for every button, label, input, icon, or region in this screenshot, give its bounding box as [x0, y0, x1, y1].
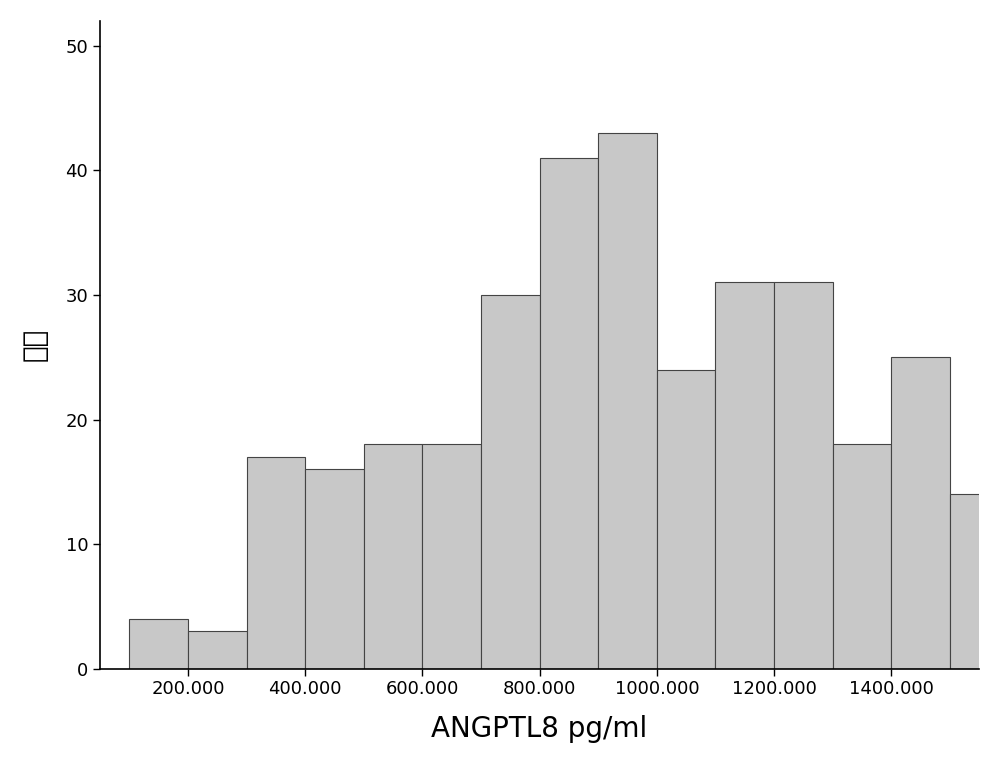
Bar [774, 283, 833, 668]
Bar [891, 358, 950, 668]
Bar [715, 283, 774, 668]
Bar [422, 445, 481, 668]
Bar [129, 619, 188, 668]
Bar [950, 494, 1000, 668]
Bar [305, 469, 364, 668]
X-axis label: ANGPTL8 pg/ml: ANGPTL8 pg/ml [431, 715, 648, 743]
Bar [833, 445, 891, 668]
Bar [364, 445, 422, 668]
Bar [188, 631, 247, 668]
Bar [657, 370, 715, 668]
Bar [540, 158, 598, 668]
Bar [481, 295, 540, 668]
Bar [598, 133, 657, 668]
Bar [247, 457, 305, 668]
Y-axis label: 频率: 频率 [21, 329, 49, 361]
